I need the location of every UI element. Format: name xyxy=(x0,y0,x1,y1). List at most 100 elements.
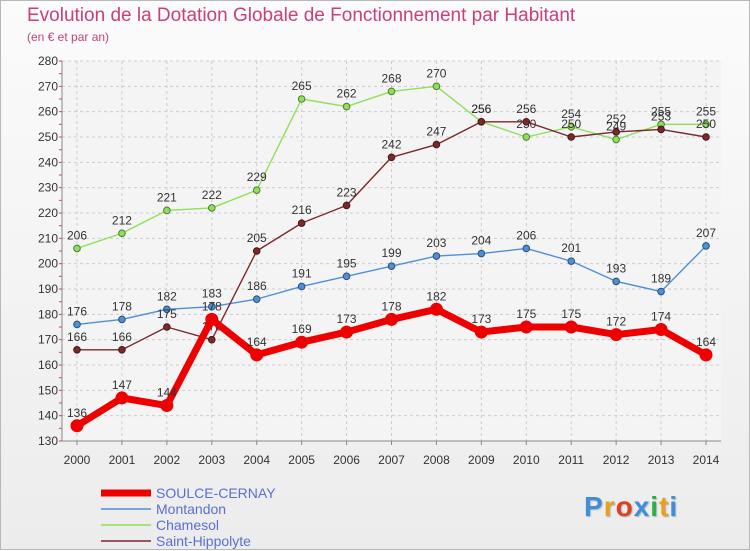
data-label: 178 xyxy=(112,299,132,313)
data-label: 216 xyxy=(292,203,312,217)
data-point xyxy=(385,312,398,326)
chart-title: Evolution de la Dotation Globale de Fonc… xyxy=(27,5,576,26)
x-tick-label: 2003 xyxy=(198,453,225,467)
data-point xyxy=(163,206,171,215)
x-tick-label: 2008 xyxy=(423,453,450,467)
data-label: 207 xyxy=(696,226,716,240)
data-label: 253 xyxy=(651,109,671,123)
data-label: 249 xyxy=(606,120,626,134)
x-tick-label: 2009 xyxy=(468,453,495,467)
logo-letter: r xyxy=(603,491,616,522)
data-label: 176 xyxy=(67,304,87,318)
data-point xyxy=(163,323,171,331)
data-point xyxy=(477,249,486,258)
data-point xyxy=(70,419,84,433)
data-point xyxy=(118,229,126,238)
data-label: 182 xyxy=(157,289,177,303)
data-label: 270 xyxy=(426,66,446,80)
logo-letter: o xyxy=(615,491,634,522)
data-point xyxy=(699,348,713,362)
data-point xyxy=(73,320,81,329)
data-point xyxy=(342,102,351,111)
data-label: 136 xyxy=(67,406,87,420)
data-label: 183 xyxy=(202,287,222,301)
data-label: 204 xyxy=(471,234,491,248)
data-point xyxy=(432,82,441,91)
legend-label-saint-hippolyte: Saint-Hippolyte xyxy=(156,533,251,549)
data-label: 166 xyxy=(112,330,132,344)
y-tick-label: 230 xyxy=(38,181,58,195)
data-label: 172 xyxy=(606,315,626,329)
logo-letter: i xyxy=(669,491,679,522)
data-point xyxy=(522,244,531,253)
series-soulce-cernay: 136 147 144 178 164 169 173 178 182 173 175 175 172 1… xyxy=(67,289,716,433)
data-point xyxy=(252,295,261,303)
x-tick-label: 2001 xyxy=(109,453,136,467)
data-label: 175 xyxy=(561,307,581,321)
data-point xyxy=(567,257,576,265)
data-label: 193 xyxy=(606,261,626,275)
data-point xyxy=(205,312,219,326)
data-point xyxy=(474,325,488,339)
data-label: 164 xyxy=(696,335,716,349)
proxiti-logo: Proxiti xyxy=(584,491,678,523)
data-label: 256 xyxy=(516,102,536,116)
data-label: 164 xyxy=(247,335,267,349)
data-label: 201 xyxy=(561,241,581,255)
y-tick-label: 170 xyxy=(38,333,58,347)
data-point xyxy=(73,346,81,354)
data-label: 265 xyxy=(292,79,312,93)
data-point xyxy=(567,133,576,141)
data-label: 175 xyxy=(157,307,177,321)
data-label: 206 xyxy=(516,228,536,242)
data-point xyxy=(387,87,396,96)
data-point xyxy=(295,335,309,349)
x-tick-label: 2000 xyxy=(64,453,91,467)
y-tick-label: 260 xyxy=(38,105,58,119)
data-point xyxy=(522,133,531,141)
x-tick-label: 2002 xyxy=(154,453,181,467)
data-point xyxy=(612,135,620,144)
y-tick-label: 250 xyxy=(38,130,58,144)
data-point xyxy=(702,242,710,250)
y-tick-label: 180 xyxy=(38,307,58,321)
data-point xyxy=(297,95,306,103)
data-point xyxy=(342,272,351,281)
data-point xyxy=(340,325,354,339)
data-label: 222 xyxy=(202,188,222,202)
data-point xyxy=(342,201,351,210)
y-tick-label: 160 xyxy=(38,358,58,372)
data-label: 169 xyxy=(292,322,312,336)
data-label: 256 xyxy=(471,102,491,116)
data-point xyxy=(429,302,443,316)
legend-label-soulce-cernay: SOULCE-CERNAY xyxy=(156,485,276,501)
data-label: 268 xyxy=(381,71,401,85)
data-point xyxy=(567,123,576,131)
series-montandon: 176 178 182 183 186 191 195 199 203 204 206 201 193 1… xyxy=(67,226,716,329)
logo-letter: t xyxy=(659,491,670,522)
x-tick-label: 2013 xyxy=(648,453,675,467)
data-label: 175 xyxy=(516,307,536,321)
data-label: 203 xyxy=(426,236,446,250)
chart-subtitle: (en € et par an) xyxy=(27,30,110,44)
series-chamesol: 2062122212222292652622682702562502542492… xyxy=(67,66,716,253)
data-point xyxy=(702,120,710,129)
data-label: 178 xyxy=(381,299,401,313)
data-label: 205 xyxy=(247,231,267,245)
data-point xyxy=(207,335,216,344)
data-label: 189 xyxy=(651,272,671,286)
data-point xyxy=(612,277,620,286)
data-point xyxy=(297,219,306,227)
data-label: 221 xyxy=(157,190,177,204)
data-point xyxy=(160,399,174,413)
y-tick-label: 280 xyxy=(38,54,58,68)
data-point xyxy=(207,204,216,212)
y-tick-label: 150 xyxy=(38,383,58,397)
x-tick-label: 2005 xyxy=(288,453,315,467)
y-tick-label: 210 xyxy=(38,231,58,245)
plot-area xyxy=(62,61,721,441)
y-tick-label: 220 xyxy=(38,206,58,220)
data-label: 256 xyxy=(471,102,491,116)
